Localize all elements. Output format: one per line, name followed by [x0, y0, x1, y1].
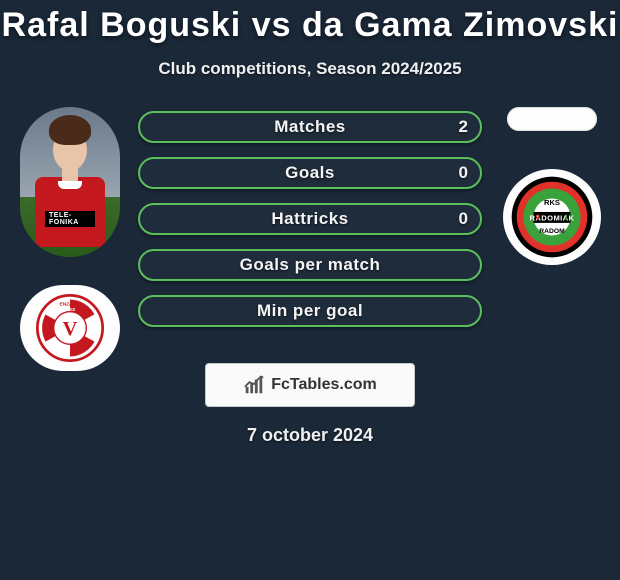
radomiak-badge-icon: RKS RADOMIAK RADOM 9 1: [510, 175, 594, 259]
player-left-avatar: TELE-FONIKA: [20, 107, 120, 257]
chart-icon: [243, 374, 265, 396]
stat-label: Hattricks: [140, 209, 480, 229]
stat-row-goals-per-match: Goals per match: [138, 249, 482, 281]
svg-text:V: V: [63, 318, 78, 340]
svg-text:RKS: RKS: [544, 198, 560, 207]
stat-row-goals: Goals 0: [138, 157, 482, 189]
date-text: 7 october 2024: [0, 425, 620, 446]
svg-text:ENZA CA: ENZA CA: [60, 302, 82, 308]
watermark-text: FcTables.com: [271, 376, 377, 394]
stat-label: Min per goal: [140, 301, 480, 321]
stat-value-left: 2: [459, 117, 468, 137]
player-right-club-badge: RKS RADOMIAK RADOM 9 1: [503, 169, 601, 265]
vicenza-badge-icon: V ENZA CA 1902: [36, 294, 104, 362]
subtitle: Club competitions, Season 2024/2025: [0, 59, 620, 79]
stat-value-left: 0: [459, 209, 468, 229]
right-column: RKS RADOMIAK RADOM 9 1: [502, 107, 602, 265]
svg-text:9: 9: [536, 213, 540, 222]
stat-row-hattricks: Hattricks 0: [138, 203, 482, 235]
svg-text:1902: 1902: [65, 307, 76, 313]
main-area: TELE-FONIKA V ENZA CA 1902: [0, 107, 620, 327]
stat-row-matches: Matches 2: [138, 111, 482, 143]
stat-label: Goals per match: [140, 255, 480, 275]
player-right-avatar: [507, 107, 597, 131]
page-title: Rafal Boguski vs da Gama Zimovski: [0, 0, 620, 45]
stat-row-min-per-goal: Min per goal: [138, 295, 482, 327]
watermark: FcTables.com: [205, 363, 415, 407]
stat-label: Matches: [140, 117, 480, 137]
stat-value-left: 0: [459, 163, 468, 183]
stat-label: Goals: [140, 163, 480, 183]
stats-list: Matches 2 Goals 0 Hattricks 0 Goals per …: [138, 107, 482, 327]
left-column: TELE-FONIKA V ENZA CA 1902: [10, 107, 130, 371]
player-left-club-badge: V ENZA CA 1902: [20, 285, 120, 371]
player-left-sponsor: TELE-FONIKA: [45, 211, 95, 227]
svg-text:RADOM: RADOM: [539, 228, 565, 235]
svg-text:1: 1: [564, 213, 568, 222]
